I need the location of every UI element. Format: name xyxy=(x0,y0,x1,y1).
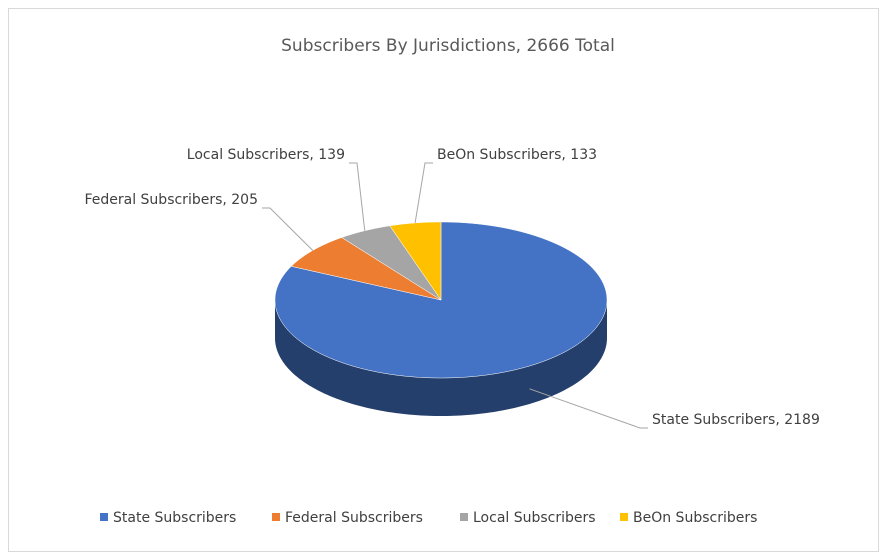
legend-swatch xyxy=(272,513,280,521)
leader-line xyxy=(262,207,314,251)
legend-swatch xyxy=(620,513,628,521)
data-label: BeOn Subscribers, 133 xyxy=(437,147,597,163)
legend-label: Local Subscribers xyxy=(473,510,596,526)
leader-line xyxy=(529,388,648,429)
slice xyxy=(341,225,442,301)
leader-line xyxy=(414,162,433,224)
legend-swatch xyxy=(100,513,108,521)
legend-swatch xyxy=(460,513,468,521)
data-label: Local Subscribers, 139 xyxy=(187,147,345,163)
legend-label: Federal Subscribers xyxy=(285,510,423,526)
slice-top xyxy=(341,225,442,301)
data-label: Federal Subscribers, 205 xyxy=(84,192,258,208)
legend-label: State Subscribers xyxy=(113,510,236,526)
chart-title: Subscribers By Jurisdictions, 2666 Total xyxy=(281,36,615,56)
slice-side xyxy=(275,300,607,416)
data-label: State Subscribers, 2189 xyxy=(652,412,820,428)
slice-top xyxy=(290,237,442,301)
legend-label: BeOn Subscribers xyxy=(633,510,757,526)
leader-line xyxy=(349,162,366,231)
slice xyxy=(290,237,442,301)
